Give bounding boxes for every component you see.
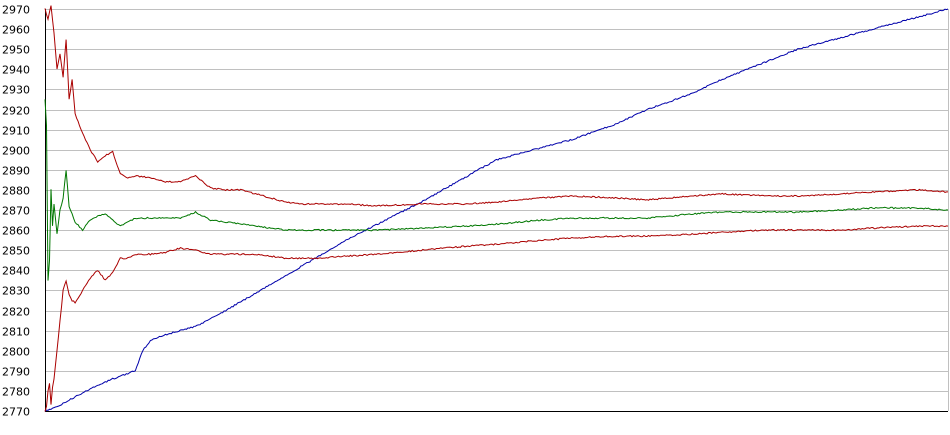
- series-line-1: [44, 8, 949, 412]
- y-axis-tick-labels: 2770 2780 2790 2800 2810 2820 2830 2840 2850 2860…: [2, 4, 30, 419]
- y-tick-label: 2810: [2, 326, 30, 339]
- y-tick-label: 2770: [2, 406, 30, 419]
- y-tick-label: 2900: [2, 145, 30, 158]
- y-tick-label: 2960: [2, 24, 30, 37]
- y-tick-label: 2860: [2, 225, 30, 238]
- y-tick-label: 2780: [2, 386, 30, 399]
- y-tick-label: 2890: [2, 165, 30, 178]
- y-tick-label: 2930: [2, 84, 30, 97]
- y-tick-label: 2820: [2, 306, 30, 319]
- y-tick-label: 2910: [2, 125, 30, 138]
- axes: [45, 9, 948, 412]
- y-tick-label: 2970: [2, 4, 30, 17]
- series-line-2: [44, 5, 948, 207]
- y-tick-label: 2830: [2, 285, 30, 298]
- series-line-4: [44, 224, 949, 412]
- series-lines: [44, 5, 949, 412]
- y-tick-label: 2790: [2, 366, 30, 379]
- y-tick-label: 2850: [2, 245, 30, 258]
- y-tick-label: 2920: [2, 105, 30, 118]
- gridlines: [45, 9, 949, 412]
- y-tick-label: 2800: [2, 346, 30, 359]
- series-line-3: [44, 99, 949, 281]
- y-tick-label: 2950: [2, 44, 30, 57]
- y-tick-label: 2880: [2, 185, 30, 198]
- y-tick-label: 2840: [2, 265, 30, 278]
- y-tick-label: 2940: [2, 64, 30, 77]
- y-tick-label: 2870: [2, 205, 30, 218]
